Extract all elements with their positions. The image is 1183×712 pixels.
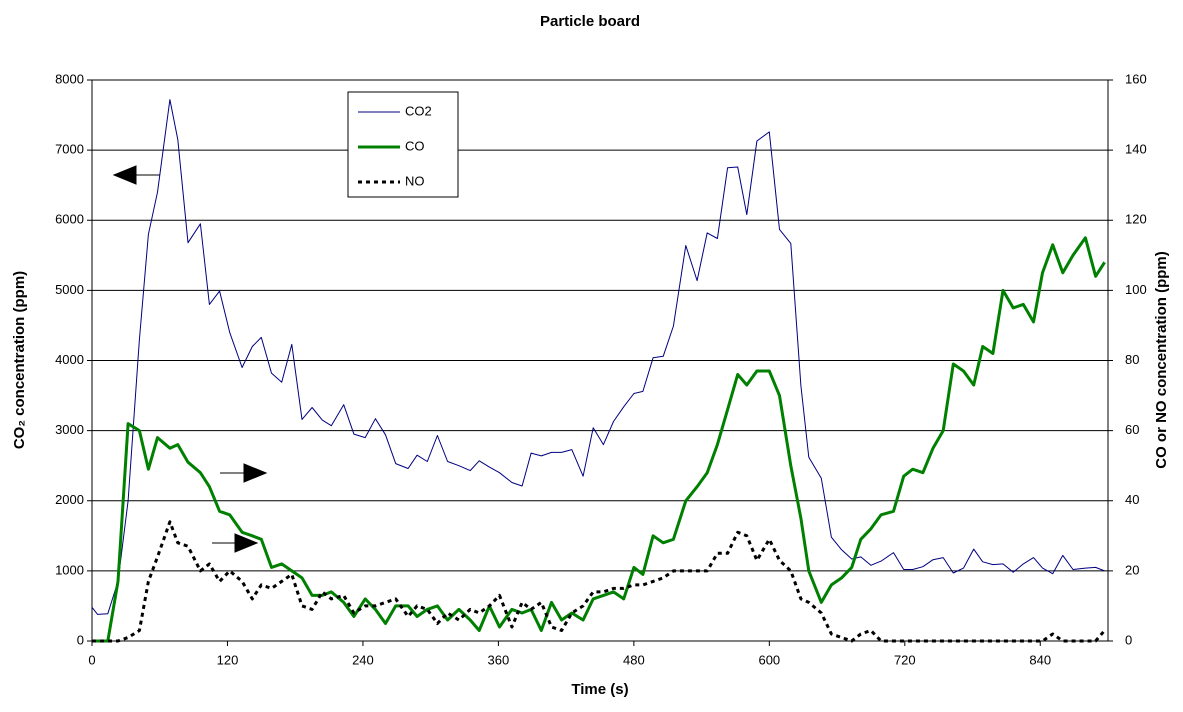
y-tick-label: 7000 <box>55 142 84 157</box>
legend-label: NO <box>405 173 425 188</box>
chart-title: Particle board <box>540 13 640 30</box>
x-tick-label: 360 <box>488 652 510 667</box>
y2-tick-label: 160 <box>1125 71 1147 86</box>
y-tick-label: 2000 <box>55 492 84 507</box>
x-tick-label: 600 <box>758 652 780 667</box>
y-tick-label: 1000 <box>55 562 84 577</box>
x-tick-label: 720 <box>894 652 916 667</box>
annotation-arrows <box>112 165 268 553</box>
legend: CO2 CO NO <box>347 91 459 198</box>
data-line <box>92 236 1106 643</box>
arrow-head <box>243 463 268 483</box>
y-tick-label: 3000 <box>55 422 84 437</box>
data-line <box>91 99 1105 615</box>
data-line <box>92 520 1106 643</box>
x-tick-label: 240 <box>352 652 374 667</box>
x-tick-label: 840 <box>1029 652 1051 667</box>
y-axis-label: CO₂ concentration (ppm) <box>11 271 28 449</box>
y2-tick-label: 0 <box>1125 632 1132 647</box>
legend-label: CO <box>405 138 425 153</box>
arrow-head <box>234 533 259 553</box>
y-tick-label: 6000 <box>55 212 84 227</box>
y2-tick-label: 60 <box>1125 422 1139 437</box>
arrow-head <box>112 165 137 185</box>
legend-label: CO2 <box>405 103 432 118</box>
y-tick-label: 5000 <box>55 282 84 297</box>
y2-axis-label: CO or NO concentration (ppm) <box>1153 251 1170 469</box>
x-axis-label: Time (s) <box>571 681 628 698</box>
x-tick-label: 0 <box>88 652 95 667</box>
y2-tick-label: 100 <box>1125 282 1147 297</box>
y2-tick-label: 120 <box>1125 212 1147 227</box>
y-tick-label: 0 <box>77 632 84 647</box>
legend-box <box>347 91 459 198</box>
y2-tick-label: 40 <box>1125 492 1139 507</box>
y2-tick-label: 80 <box>1125 352 1139 367</box>
x-tick-label: 120 <box>217 652 239 667</box>
y-tick-label: 8000 <box>55 71 84 86</box>
x-tick-label: 480 <box>623 652 645 667</box>
y2-tick-label: 140 <box>1125 142 1147 157</box>
y-tick-label: 4000 <box>55 352 84 367</box>
y2-tick-label: 20 <box>1125 562 1139 577</box>
